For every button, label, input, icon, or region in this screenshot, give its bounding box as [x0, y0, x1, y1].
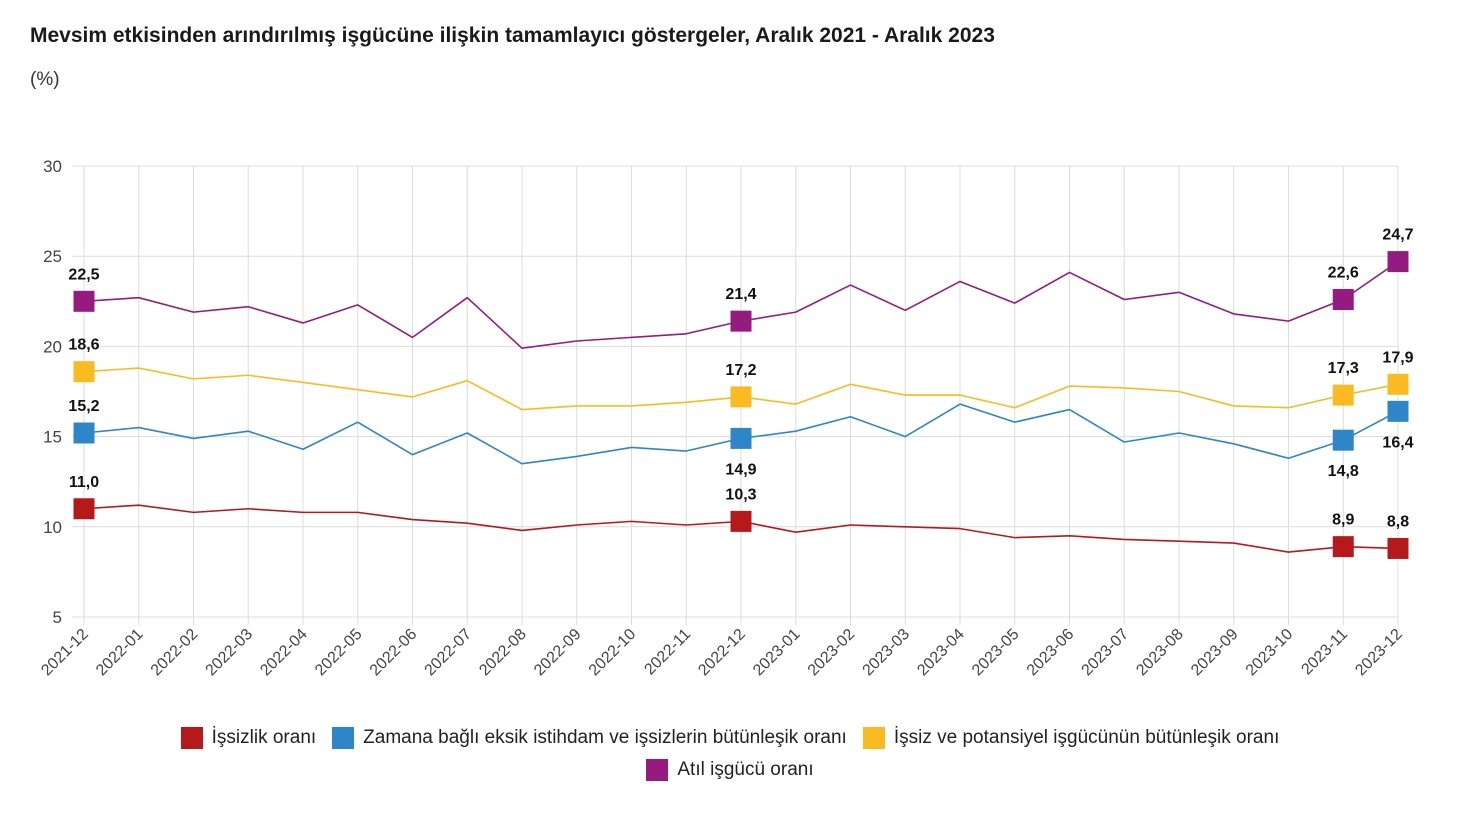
- x-tick-label: 2023-07: [1079, 626, 1133, 680]
- x-tick-label: 2023-09: [1188, 626, 1242, 680]
- data-point-marker[interactable]: [73, 422, 95, 444]
- x-tick-label: 2023-12: [1352, 626, 1406, 680]
- x-tick-label: 2022-05: [312, 626, 366, 680]
- data-point-marker[interactable]: [1387, 400, 1409, 422]
- y-axis-ticks: 5 10 15 20 25 30: [43, 157, 62, 627]
- legend-item-unemployment[interactable]: İşsizlik oranı: [180, 727, 317, 749]
- line-chart: 5 10 15 20 25 30 2021-12 2022-01 2022-02 2022-03…: [38, 157, 1413, 680]
- x-tick-label: 2022-11: [641, 626, 694, 679]
- legend-label-potential-labour: İşsiz ve potansiyel işgücünün bütünleşik…: [893, 727, 1280, 748]
- legend-label-underutilisation: Atıl işgücü oranı: [677, 759, 814, 780]
- data-label: 15,2: [68, 398, 99, 415]
- x-tick-label: 2023-11: [1298, 626, 1351, 679]
- legend-row-2: Atıl işgücü oranı: [0, 754, 1460, 786]
- y-tick-label: 5: [53, 608, 62, 627]
- data-point-marker[interactable]: [730, 386, 752, 408]
- data-point-marker[interactable]: [730, 427, 752, 449]
- legend-item-underutilisation[interactable]: Atıl işgücü oranı: [646, 759, 814, 781]
- y-tick-label: 15: [43, 428, 62, 447]
- legend-swatch-unemployment: [180, 727, 203, 749]
- data-point-marker[interactable]: [1387, 537, 1409, 559]
- chart-title: Mevsim etkisinden arındırılmış işgücüne …: [30, 24, 995, 47]
- data-point-marker[interactable]: [1387, 373, 1409, 395]
- x-tick-label: 2023-08: [1133, 626, 1187, 680]
- y-tick-label: 30: [43, 157, 62, 176]
- x-tick-label: 2022-08: [476, 626, 530, 680]
- data-label: 22,5: [68, 266, 99, 283]
- legend-label-underemployment: Zamana bağlı eksik istihdam ve işsizleri…: [363, 727, 847, 748]
- data-point-marker[interactable]: [73, 290, 95, 312]
- data-point-marker[interactable]: [1332, 429, 1354, 451]
- x-axis-ticks: 2021-12 2022-01 2022-02 2022-03 2022-04 2022-…: [38, 626, 1406, 680]
- x-tick-label: 2022-06: [367, 626, 421, 680]
- legend-swatch-potential-labour: [862, 727, 885, 749]
- data-label: 14,9: [725, 461, 756, 478]
- data-point-marker[interactable]: [1332, 288, 1354, 310]
- data-label: 18,6: [68, 337, 99, 354]
- x-tick-label: 2022-10: [586, 626, 640, 680]
- legend-swatch-underemployment: [332, 727, 355, 749]
- x-tick-label: 2023-02: [805, 626, 859, 680]
- x-tick-label: 2023-01: [750, 626, 804, 680]
- legend-label-unemployment: İşsizlik oranı: [211, 727, 317, 748]
- x-tick-label: 2022-09: [531, 626, 585, 680]
- x-tick-label: 2023-05: [969, 626, 1023, 680]
- x-tick-label: 2023-03: [860, 626, 914, 680]
- data-label: 22,6: [1328, 264, 1359, 281]
- legend-item-potential-labour[interactable]: İşsiz ve potansiyel işgücünün bütünleşik…: [862, 727, 1280, 749]
- data-point-marker[interactable]: [1387, 251, 1409, 273]
- chart-grid: [72, 165, 1399, 625]
- data-point-marker[interactable]: [73, 361, 95, 383]
- x-tick-label: 2022-03: [203, 626, 257, 680]
- data-label: 14,8: [1328, 463, 1359, 480]
- legend-swatch-underutilisation: [646, 759, 669, 781]
- data-label: 21,4: [725, 286, 756, 303]
- data-label: 24,7: [1382, 227, 1413, 244]
- data-label: 17,2: [725, 362, 756, 379]
- x-tick-label: 2022-01: [93, 626, 147, 680]
- data-label: 17,3: [1328, 360, 1359, 377]
- x-tick-label: 2022-02: [148, 626, 202, 680]
- data-point-marker[interactable]: [730, 510, 752, 532]
- data-label: 10,3: [725, 486, 756, 503]
- x-tick-label: 2022-12: [695, 626, 749, 680]
- x-tick-label: 2023-04: [914, 626, 968, 680]
- series-markers: [73, 251, 1409, 559]
- data-point-marker[interactable]: [1332, 384, 1354, 406]
- x-tick-label: 2022-07: [422, 626, 476, 680]
- data-label: 11,0: [69, 474, 99, 491]
- data-label: 8,8: [1387, 513, 1409, 530]
- y-tick-label: 20: [43, 337, 62, 356]
- chart-unit-label: (%): [30, 69, 60, 90]
- x-tick-label: 2022-04: [257, 626, 311, 680]
- data-point-marker[interactable]: [730, 310, 752, 332]
- legend-item-underemployment[interactable]: Zamana bağlı eksik istihdam ve işsizleri…: [332, 727, 847, 749]
- legend-row-1: İşsizlik oranı Zamana bağlı eksik istihd…: [0, 722, 1460, 754]
- y-tick-label: 25: [43, 247, 62, 266]
- chart-legend: İşsizlik oranı Zamana bağlı eksik istihd…: [0, 722, 1460, 786]
- x-tick-label: 2021-12: [38, 626, 92, 680]
- data-label: 17,9: [1382, 349, 1413, 366]
- data-point-marker[interactable]: [73, 498, 95, 520]
- data-point-marker[interactable]: [1332, 536, 1354, 558]
- data-labels: 11,0 10,3 8,9 8,8 15,2 14,9 14,8 16,4 18,6 17,2 17…: [68, 227, 1413, 531]
- x-tick-label: 2023-06: [1024, 626, 1078, 680]
- y-tick-label: 10: [43, 518, 62, 537]
- x-tick-label: 2023-10: [1243, 626, 1297, 680]
- data-label: 16,4: [1382, 434, 1413, 451]
- data-label: 8,9: [1332, 512, 1354, 529]
